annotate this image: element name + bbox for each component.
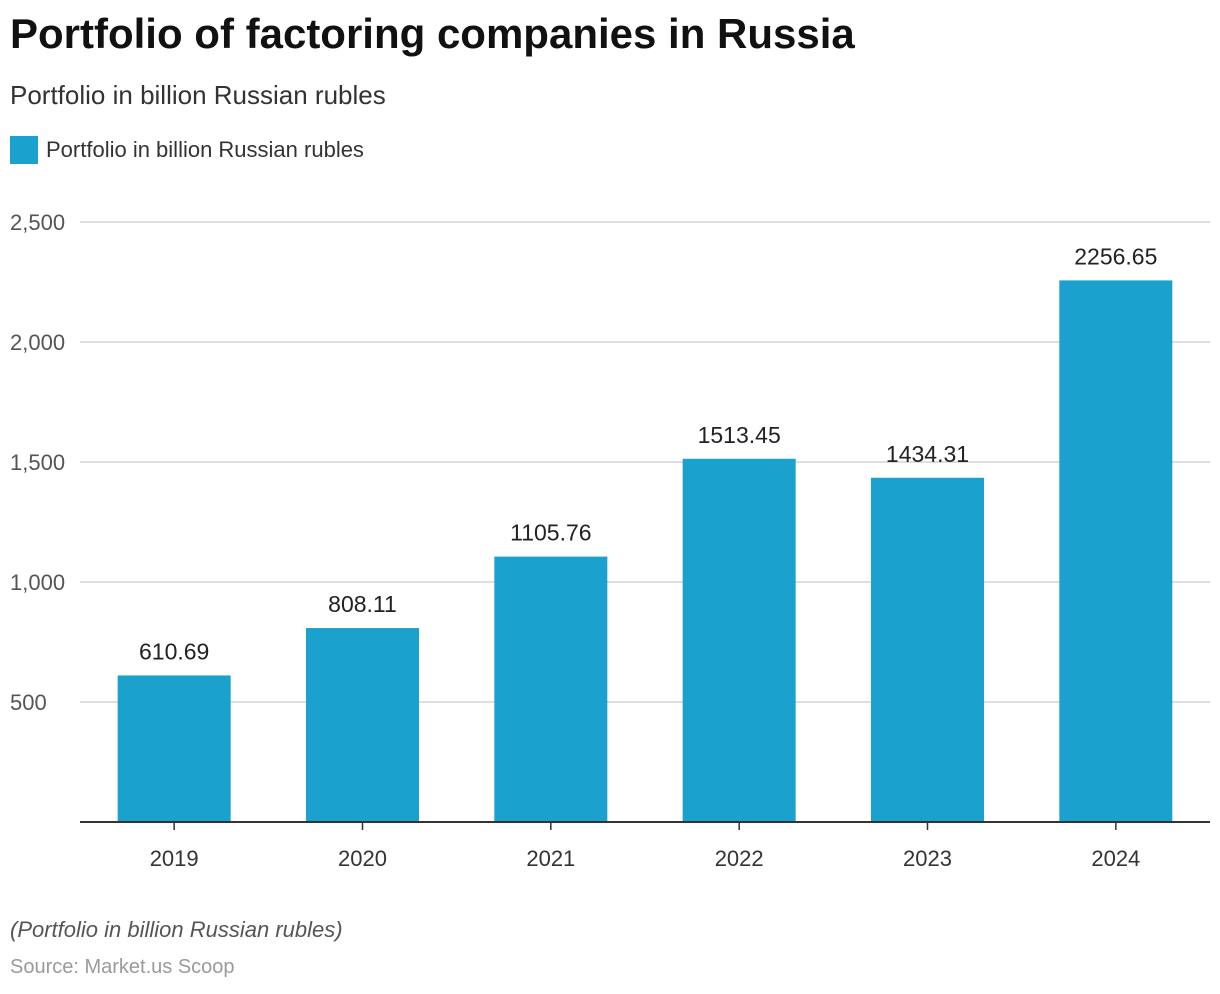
y-tick-label: 1,000 bbox=[10, 570, 65, 595]
data-label: 808.11 bbox=[328, 591, 397, 617]
x-tick-label: 2022 bbox=[715, 846, 764, 871]
data-label: 2256.65 bbox=[1074, 243, 1157, 269]
y-tick-label: 500 bbox=[10, 690, 47, 715]
x-tick-label: 2019 bbox=[150, 846, 199, 871]
data-label: 1434.31 bbox=[886, 441, 969, 467]
bar bbox=[682, 458, 796, 822]
x-tick-label: 2024 bbox=[1091, 846, 1140, 871]
data-label: 1105.76 bbox=[510, 520, 591, 546]
bar bbox=[117, 675, 231, 822]
legend: Portfolio in billion Russian rubles bbox=[10, 136, 364, 164]
chart-title: Portfolio of factoring companies in Russ… bbox=[10, 10, 855, 57]
legend-swatch bbox=[10, 136, 38, 164]
data-label: 1513.45 bbox=[698, 422, 781, 448]
x-tick-label: 2020 bbox=[338, 846, 387, 871]
source-note: Source: Market.us Scoop bbox=[10, 956, 235, 978]
chart-subtitle: Portfolio in billion Russian rubles bbox=[10, 80, 386, 110]
legend-label: Portfolio in billion Russian rubles bbox=[46, 137, 364, 162]
x-tick-label: 2023 bbox=[903, 846, 952, 871]
bar bbox=[1059, 280, 1173, 822]
data-label: 610.69 bbox=[139, 638, 209, 664]
bar bbox=[871, 477, 984, 822]
y-tick-label: 1,500 bbox=[10, 450, 65, 475]
bar bbox=[494, 556, 608, 822]
bar bbox=[306, 628, 419, 822]
y-tick-label: 2,500 bbox=[10, 210, 65, 235]
footnote: (Portfolio in billion Russian rubles) bbox=[10, 917, 343, 942]
x-tick-label: 2021 bbox=[526, 846, 575, 871]
y-tick-label: 2,000 bbox=[10, 330, 65, 355]
